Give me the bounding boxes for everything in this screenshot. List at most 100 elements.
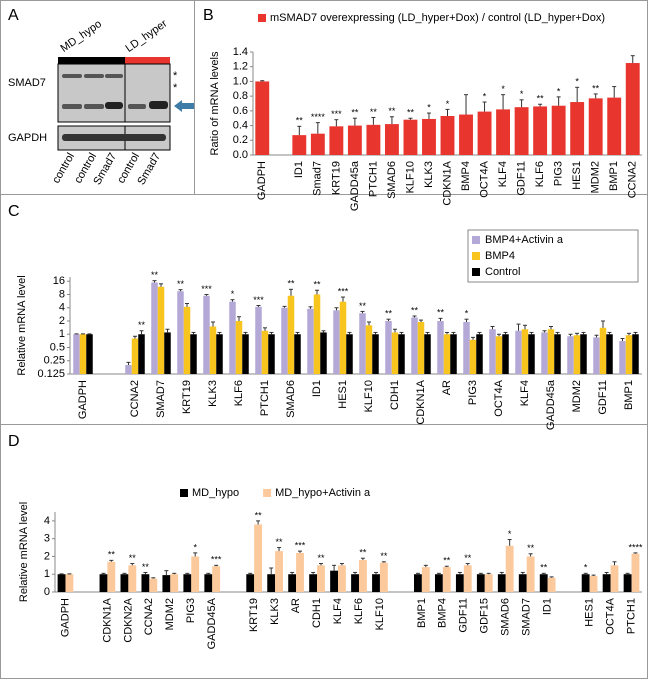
significance: *** — [295, 540, 306, 550]
band — [84, 74, 104, 78]
x-tick-label: BMP1 — [416, 598, 428, 628]
y-axis-label: Relative mRNA level — [18, 502, 30, 602]
bar — [366, 124, 381, 155]
bar — [339, 301, 347, 374]
bar — [526, 556, 535, 592]
group-label: LD_hyper — [124, 17, 170, 54]
bar — [414, 574, 422, 592]
significance: * — [520, 89, 524, 99]
x-tick-label: GDF15 — [479, 598, 491, 633]
y-tick-label: 0.6 — [233, 105, 248, 117]
bar — [65, 574, 74, 592]
y-tick-label: 16 — [53, 275, 65, 287]
asterisk: * — [173, 82, 178, 94]
significance: ** — [142, 562, 150, 572]
bar — [292, 135, 307, 155]
bar — [539, 574, 548, 592]
bar — [528, 334, 535, 374]
y-axis-label: Relative mRNA level — [16, 275, 28, 375]
bar — [128, 565, 137, 592]
band — [105, 74, 123, 78]
significance: ** — [370, 107, 378, 117]
band — [62, 134, 166, 141]
significance: ** — [380, 551, 388, 561]
bar — [254, 524, 263, 592]
bar — [333, 310, 340, 374]
x-tick-label: PIG3 — [553, 161, 565, 186]
significance: ** — [276, 537, 284, 547]
legend-label: BMP4 — [485, 250, 515, 262]
bar — [131, 338, 139, 374]
legend-label: MD_hypo — [192, 487, 239, 499]
bar — [602, 574, 611, 592]
x-tick-label: KRT19 — [181, 380, 193, 414]
x-tick-label: KLK3 — [269, 598, 281, 625]
bar — [177, 291, 184, 374]
bar — [164, 332, 171, 374]
y-tick-label: 1 — [59, 328, 65, 340]
bar — [183, 574, 192, 592]
x-tick-label: CDKN1A — [441, 160, 453, 205]
significance: ** — [537, 94, 545, 104]
group-bar — [58, 57, 125, 64]
bar — [320, 332, 327, 374]
x-tick-label: OCT4A — [604, 597, 616, 634]
bar — [599, 327, 607, 374]
y-tick-label: 0.2 — [233, 134, 248, 146]
significance: * — [575, 77, 579, 87]
x-tick-label: PTCH1 — [367, 161, 379, 197]
bar — [138, 334, 145, 374]
legend-label: MD_hypo+Activin a — [275, 487, 371, 499]
bar — [330, 570, 339, 592]
bar — [351, 574, 359, 592]
y-tick-label: 3 — [44, 533, 50, 545]
bar — [317, 565, 325, 592]
x-tick-label: HES1 — [571, 161, 583, 190]
bar — [442, 567, 451, 592]
bar — [502, 334, 509, 374]
bar — [632, 334, 639, 374]
legend-swatch — [472, 252, 480, 260]
x-tick-label: MDM2 — [590, 161, 602, 193]
bar — [294, 334, 301, 374]
bar — [79, 334, 87, 374]
bar — [607, 97, 622, 155]
band — [62, 104, 82, 109]
x-tick-label: GADD45a — [545, 379, 557, 430]
legend-swatch — [258, 14, 266, 22]
significance: ** — [296, 116, 304, 126]
bar — [242, 334, 249, 374]
x-tick-label: GADPH — [59, 598, 71, 637]
legend-swatch — [472, 268, 480, 276]
x-tick-label: PTCH1 — [259, 380, 271, 416]
x-tick-label: SMAD6 — [386, 161, 398, 199]
bar — [379, 562, 388, 592]
bar — [625, 63, 640, 155]
significance: ** — [527, 543, 535, 553]
bar — [398, 334, 405, 374]
bar — [443, 334, 451, 374]
x-tick-label: BMP4 — [437, 598, 449, 628]
bar — [384, 124, 399, 155]
bar — [183, 306, 191, 374]
y-tick-label: 0.25 — [44, 355, 65, 367]
x-tick-label: CDKN1A — [101, 597, 113, 642]
y-tick-label: 0 — [44, 586, 50, 598]
x-tick-label: AR — [441, 380, 453, 395]
bar — [570, 102, 585, 155]
significance: ** — [407, 108, 415, 118]
bar — [268, 334, 275, 374]
bar — [411, 317, 418, 374]
arrow — [174, 100, 194, 112]
significance: ** — [313, 280, 321, 290]
blot: MD_hypo LD_hyper SMAD7 GAPDH * * control… — [8, 17, 194, 187]
bar — [99, 574, 108, 592]
bar — [162, 575, 171, 592]
x-tick-label: CCNA2 — [627, 161, 639, 198]
x-tick-label: KLF6 — [353, 598, 365, 624]
significance: ** — [351, 108, 359, 118]
bar — [275, 551, 283, 592]
group-bar — [125, 57, 170, 64]
x-tick-label: HES1 — [583, 598, 595, 627]
x-tick-label: KRT19 — [330, 161, 342, 195]
